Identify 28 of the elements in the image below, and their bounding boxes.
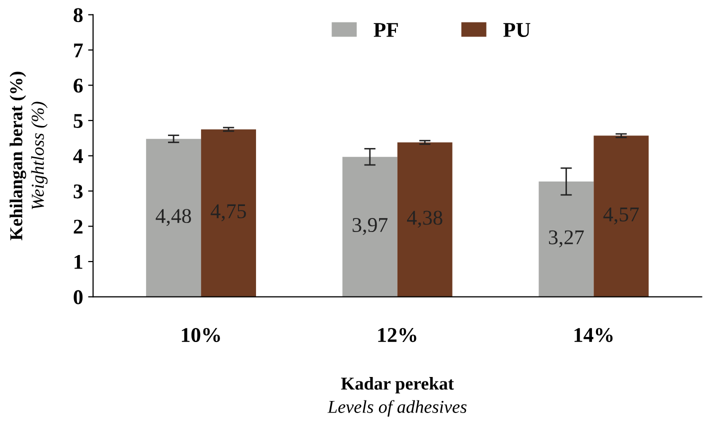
data-label: 4,38 (407, 210, 442, 228)
data-label: 3,27 (548, 230, 584, 248)
data-label: 4,75 (210, 204, 246, 222)
data-label: 3,97 (352, 218, 388, 236)
x-tick-label: 10% (182, 328, 220, 342)
bar (594, 136, 649, 297)
y-tick-label: 7 (74, 44, 83, 58)
x-tick-label: 14% (574, 328, 613, 342)
bar (201, 129, 256, 297)
x-tick-label: 12% (378, 328, 416, 342)
bar (146, 138, 202, 297)
legend-label: PF (374, 23, 398, 37)
y-tick-label: 1 (74, 255, 82, 269)
y-tick-label: 6 (74, 78, 83, 93)
y-tick-label: 3 (74, 184, 83, 198)
bar (342, 156, 398, 297)
y-tick-label: 2 (74, 220, 82, 234)
legend-label: PU (503, 23, 530, 37)
y-tick-label: 0 (74, 290, 83, 304)
data-label: 4,57 (603, 208, 639, 224)
x-axis-title: Kadar perekat Levels of adhesives (327, 377, 467, 417)
data-label: 4,48 (156, 208, 192, 226)
bar (397, 142, 452, 297)
y-tick-label: 4 (73, 149, 83, 163)
bar (538, 182, 594, 297)
y-tick-label: 5 (74, 114, 83, 128)
y-tick-label: 8 (74, 8, 83, 22)
y-axis-title: Kehilangan berat (%) Weightloss (%) (10, 72, 48, 240)
